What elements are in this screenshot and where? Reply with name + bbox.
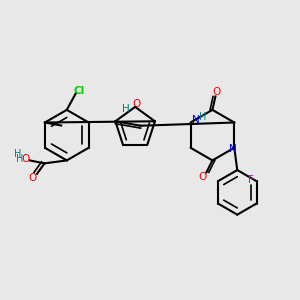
- Text: N: N: [229, 144, 237, 154]
- Text: O: O: [213, 87, 221, 97]
- Text: O: O: [21, 154, 29, 164]
- Text: H: H: [14, 149, 21, 160]
- Text: Cl: Cl: [73, 85, 84, 96]
- Text: H: H: [16, 154, 23, 164]
- Text: O: O: [28, 173, 37, 183]
- Text: O: O: [133, 99, 141, 109]
- Text: H: H: [199, 112, 207, 122]
- Text: H: H: [122, 104, 130, 114]
- Text: O: O: [198, 172, 206, 182]
- Text: N: N: [192, 115, 200, 125]
- Text: F: F: [248, 175, 254, 185]
